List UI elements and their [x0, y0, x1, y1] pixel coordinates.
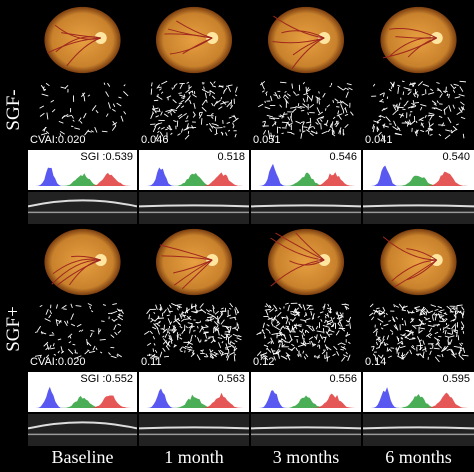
cvai-value: 0.051 — [253, 134, 281, 146]
hist-image: 0.556 — [251, 372, 361, 412]
fundus-image — [139, 2, 249, 74]
cvai-value: 0.046 — [141, 134, 169, 146]
fundus-image — [363, 224, 474, 296]
sgi-value: 0.540 — [442, 151, 470, 163]
fundus-image — [251, 224, 361, 296]
column-label-6-months: 6 months — [385, 447, 452, 467]
hist-image: SGI :0.539 — [28, 150, 137, 190]
vessel-image: 0.051 — [251, 76, 361, 148]
oct-image — [251, 414, 361, 446]
column-label-3-months: 3 months — [272, 447, 340, 467]
vessel-image: 0.11 — [139, 298, 249, 370]
hist-image: 0.595 — [363, 372, 474, 412]
cvai-value: 0.14 — [365, 356, 387, 368]
sgi-value: SGI :0.539 — [80, 151, 133, 163]
fundus-image — [251, 2, 361, 74]
hist-image: 0.518 — [139, 150, 249, 190]
hist-image: SGI :0.552 — [28, 372, 137, 412]
sgi-value: 0.546 — [329, 151, 357, 163]
hist-image: 0.540 — [363, 150, 474, 190]
hist-image: 0.563 — [139, 372, 249, 412]
cvai-value: CVAI:0.020 — [30, 134, 86, 146]
cvai-value: CVAI:0.020 — [30, 356, 86, 368]
vessel-image: 0.14 — [363, 298, 474, 370]
sgi-value: 0.556 — [329, 373, 357, 385]
column-label-baseline: Baseline — [51, 447, 114, 467]
oct-image — [28, 192, 137, 224]
oct-image — [363, 192, 474, 224]
sgi-value: 0.595 — [442, 373, 470, 385]
vessel-image: CVAI:0.020 — [28, 76, 137, 148]
oct-image — [139, 414, 249, 446]
vessel-image: CVAI:0.020 — [28, 298, 137, 370]
oct-image — [139, 192, 249, 224]
group-label-sgf-minus: SGF- — [0, 0, 28, 220]
fundus-image — [139, 224, 249, 296]
sgi-value: 0.518 — [217, 151, 245, 163]
cvai-value: 0.11 — [141, 356, 162, 368]
hist-image: 0.546 — [251, 150, 361, 190]
oct-image — [251, 192, 361, 224]
oct-image — [28, 414, 137, 446]
sgi-value: 0.563 — [217, 373, 245, 385]
cvai-value: 0.041 — [365, 134, 393, 146]
cvai-value: 0.12 — [253, 356, 275, 368]
oct-image — [363, 414, 474, 446]
fundus-image — [363, 2, 474, 74]
vessel-image: 0.12 — [251, 298, 361, 370]
fundus-image — [28, 2, 137, 74]
fundus-image — [28, 224, 137, 296]
sgi-value: SGI :0.552 — [80, 373, 133, 385]
vessel-image: 0.041 — [363, 76, 474, 148]
column-label-1-month: 1 month — [164, 447, 224, 467]
group-label-sgf-plus: SGF+ — [0, 220, 28, 438]
vessel-image: 0.046 — [139, 76, 249, 148]
